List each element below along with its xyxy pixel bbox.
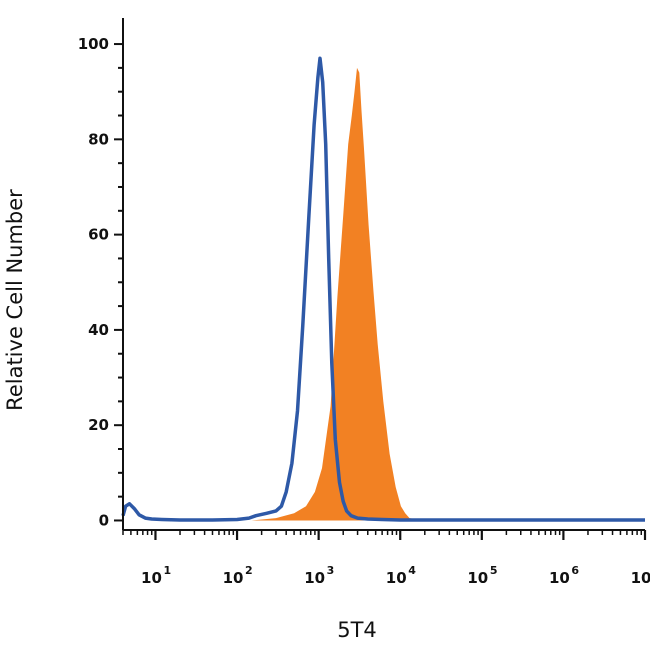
- x-tick-label-base: 10: [549, 569, 570, 587]
- x-tick-label-exponent: 4: [408, 564, 416, 577]
- y-tick-label: 0: [99, 511, 109, 529]
- x-tick-label-base: 10: [223, 569, 244, 587]
- x-tick-label-base: 10: [304, 569, 325, 587]
- x-ticks: 101102103104105106107: [122, 530, 650, 587]
- series-line-histogram: [121, 56, 645, 522]
- y-tick-label: 20: [88, 416, 109, 434]
- x-tick-label-exponent: 3: [327, 564, 335, 577]
- x-tick-label-exponent: 2: [245, 564, 253, 577]
- x-tick-label-base: 10: [467, 569, 488, 587]
- axes-layer: [122, 18, 645, 531]
- y-ticks: 0 20 40 60 80 100: [78, 35, 123, 529]
- x-tick-label-base: 10: [631, 569, 650, 587]
- series-filled-histogram: [123, 67, 645, 521]
- x-tick-label-exponent: 1: [163, 564, 171, 577]
- y-tick-label: 40: [88, 321, 109, 339]
- y-axis-title: Relative Cell Number: [3, 189, 27, 411]
- x-tick-label-base: 10: [141, 569, 162, 587]
- y-tick-label: 60: [88, 226, 109, 244]
- data-layer: [121, 56, 645, 522]
- x-tick-label-base: 10: [386, 569, 407, 587]
- y-tick-label: 80: [88, 130, 109, 148]
- y-tick-label: 100: [78, 35, 109, 53]
- x-tick-label-exponent: 6: [571, 564, 579, 577]
- x-axis-title: 5T4: [337, 618, 377, 642]
- x-tick-label-exponent: 5: [490, 564, 498, 577]
